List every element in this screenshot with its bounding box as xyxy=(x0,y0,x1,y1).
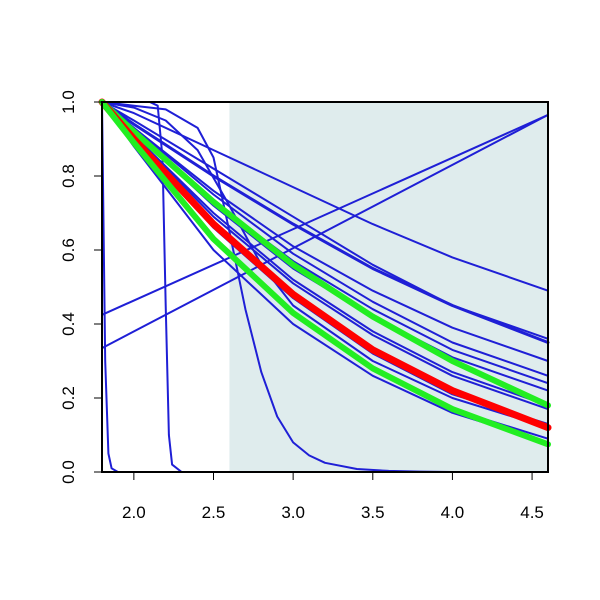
series-line-1 xyxy=(101,101,135,473)
series-line-8 xyxy=(100,100,550,344)
series-line-4 xyxy=(101,113,549,316)
y-tick-label: 0.2 xyxy=(59,386,78,410)
series-line-2 xyxy=(101,101,549,473)
series-line-5 xyxy=(101,113,549,350)
series-line-6 xyxy=(101,101,549,292)
x-tick-label: 2.0 xyxy=(122,503,146,522)
y-tick-label: 1.0 xyxy=(59,90,78,114)
series-lines xyxy=(98,98,552,473)
series-line-19 xyxy=(99,99,551,409)
x-axis: 2.0 2.5 3.0 3.5 4.0 4.5 xyxy=(122,471,544,522)
series-line-18 xyxy=(101,101,549,429)
x-tick-label: 2.5 xyxy=(202,503,226,522)
x-tick-label: 3.5 xyxy=(361,503,385,522)
x-tick-label: 4.0 xyxy=(441,503,465,522)
y-tick-label: 0.0 xyxy=(59,460,78,484)
y-tick-label: 0.4 xyxy=(59,312,78,336)
x-tick-label: 3.0 xyxy=(281,503,305,522)
y-tick-label: 0.6 xyxy=(59,238,78,262)
y-tick-label: 0.8 xyxy=(59,164,78,188)
x-tick-label: 4.5 xyxy=(520,503,544,522)
series-line-21 xyxy=(99,99,551,448)
y-axis: 0.0 0.2 0.4 0.6 0.8 1.0 xyxy=(59,90,103,484)
